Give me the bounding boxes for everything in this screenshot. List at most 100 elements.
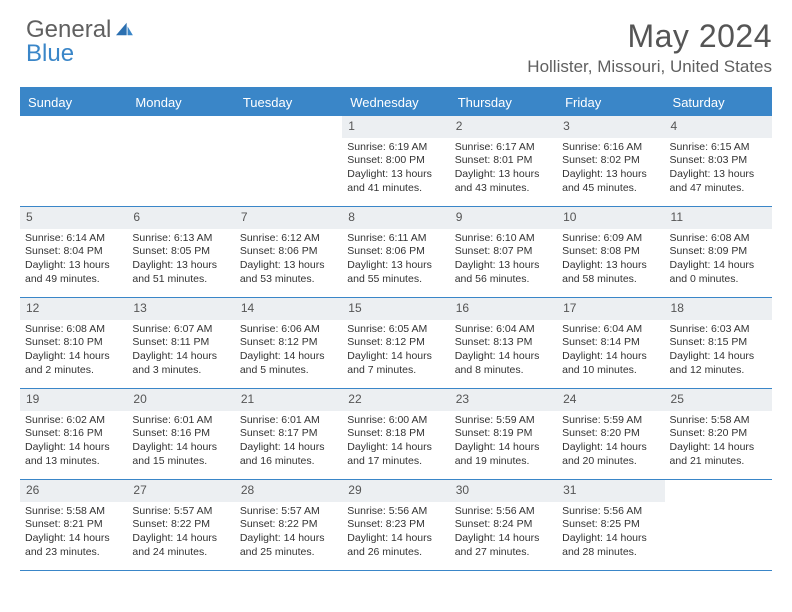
day-cell: 28 Sunrise: 5:57 AMSunset: 8:22 PMDayligh…: [235, 480, 342, 570]
day-details: Sunrise: 6:12 AMSunset: 8:06 PMDaylight:…: [235, 232, 342, 291]
day-details: Sunrise: 6:09 AMSunset: 8:08 PMDaylight:…: [557, 232, 664, 291]
date-number: 10: [557, 207, 664, 229]
date-number: [665, 480, 772, 502]
sunset-line: Sunset: 8:19 PM: [455, 427, 552, 441]
daylight-line: Daylight: 13 hours and 43 minutes.: [455, 168, 552, 195]
daylight-line: Daylight: 13 hours and 47 minutes.: [670, 168, 767, 195]
day-details: Sunrise: 5:57 AMSunset: 8:22 PMDaylight:…: [127, 505, 234, 564]
day-cell: 25Sunrise: 5:58 AMSunset: 8:20 PMDayligh…: [665, 389, 772, 479]
daylight-line: Daylight: 14 hours and 13 minutes.: [25, 441, 122, 468]
date-number: 9: [450, 207, 557, 229]
day-details: Sunrise: 6:11 AMSunset: 8:06 PMDaylight:…: [342, 232, 449, 291]
week-row: 1Sunrise: 6:19 AMSunset: 8:00 PMDaylight…: [20, 116, 772, 207]
day-header: Tuesday: [235, 89, 342, 116]
sunrise-line: Sunrise: 5:56 AM: [455, 505, 552, 519]
sunset-line: Sunset: 8:10 PM: [25, 336, 122, 350]
day-cell: 27Sunrise: 5:57 AMSunset: 8:22 PMDayligh…: [127, 480, 234, 570]
date-number: 8: [342, 207, 449, 229]
day-cell: 15Sunrise: 6:05 AMSunset: 8:12 PMDayligh…: [342, 298, 449, 388]
date-number: 16: [450, 298, 557, 320]
sunrise-line: Sunrise: 6:01 AM: [240, 414, 337, 428]
date-number: 6: [127, 207, 234, 229]
daylight-line: Daylight: 13 hours and 49 minutes.: [25, 259, 122, 286]
date-number: 19: [20, 389, 127, 411]
sunset-line: Sunset: 8:07 PM: [455, 245, 552, 259]
day-details: Sunrise: 5:58 AMSunset: 8:21 PMDaylight:…: [20, 505, 127, 564]
day-details: Sunrise: 6:06 AMSunset: 8:12 PMDaylight:…: [235, 323, 342, 382]
day-cell: [20, 116, 127, 206]
day-cell: 14 Sunrise: 6:06 AMSunset: 8:12 PMDayligh…: [235, 298, 342, 388]
day-header: Thursday: [450, 89, 557, 116]
day-details: Sunrise: 5:57 AMSunset: 8:22 PMDaylight:…: [235, 505, 342, 564]
daylight-line: Daylight: 14 hours and 3 minutes.: [132, 350, 229, 377]
day-details: Sunrise: 6:15 AMSunset: 8:03 PMDaylight:…: [665, 141, 772, 200]
sunrise-line: Sunrise: 6:03 AM: [670, 323, 767, 337]
sunrise-line: Sunrise: 6:09 AM: [562, 232, 659, 246]
daylight-line: Daylight: 14 hours and 10 minutes.: [562, 350, 659, 377]
sunset-line: Sunset: 8:11 PM: [132, 336, 229, 350]
date-number: 18: [665, 298, 772, 320]
date-number: 22: [342, 389, 449, 411]
day-details: Sunrise: 5:56 AMSunset: 8:25 PMDaylight:…: [557, 505, 664, 564]
day-cell: 16 Sunrise: 6:04 AMSunset: 8:13 PMDayligh…: [450, 298, 557, 388]
sunset-line: Sunset: 8:16 PM: [132, 427, 229, 441]
daylight-line: Daylight: 14 hours and 24 minutes.: [132, 532, 229, 559]
date-number: 3: [557, 116, 664, 138]
date-number: 30: [450, 480, 557, 502]
day-details: Sunrise: 6:05 AMSunset: 8:12 PMDaylight:…: [342, 323, 449, 382]
date-number: [127, 116, 234, 138]
sunrise-line: Sunrise: 6:17 AM: [455, 141, 552, 155]
calendar: SundayMondayTuesdayWednesdayThursdayFrid…: [20, 87, 772, 571]
sunrise-line: Sunrise: 6:05 AM: [347, 323, 444, 337]
sunset-line: Sunset: 8:05 PM: [132, 245, 229, 259]
day-cell: 30Sunrise: 5:56 AMSunset: 8:24 PMDayligh…: [450, 480, 557, 570]
day-details: Sunrise: 6:16 AMSunset: 8:02 PMDaylight:…: [557, 141, 664, 200]
sunset-line: Sunset: 8:23 PM: [347, 518, 444, 532]
month-title: May 2024: [527, 18, 772, 55]
day-cell: 3 Sunrise: 6:16 AMSunset: 8:02 PMDaylight…: [557, 116, 664, 206]
sunrise-line: Sunrise: 6:11 AM: [347, 232, 444, 246]
sunrise-line: Sunrise: 6:14 AM: [25, 232, 122, 246]
date-number: 14: [235, 298, 342, 320]
daylight-line: Daylight: 13 hours and 41 minutes.: [347, 168, 444, 195]
sunrise-line: Sunrise: 5:58 AM: [25, 505, 122, 519]
sunrise-line: Sunrise: 6:02 AM: [25, 414, 122, 428]
sunrise-line: Sunrise: 6:10 AM: [455, 232, 552, 246]
date-number: 28: [235, 480, 342, 502]
day-cell: 26Sunrise: 5:58 AMSunset: 8:21 PMDayligh…: [20, 480, 127, 570]
day-details: Sunrise: 6:08 AMSunset: 8:09 PMDaylight:…: [665, 232, 772, 291]
day-cell: 2Sunrise: 6:17 AMSunset: 8:01 PMDaylight…: [450, 116, 557, 206]
date-number: 29: [342, 480, 449, 502]
day-details: Sunrise: 6:10 AMSunset: 8:07 PMDaylight:…: [450, 232, 557, 291]
daylight-line: Daylight: 14 hours and 27 minutes.: [455, 532, 552, 559]
day-header: Friday: [557, 89, 664, 116]
daylight-line: Daylight: 14 hours and 21 minutes.: [670, 441, 767, 468]
day-details: Sunrise: 6:04 AMSunset: 8:13 PMDaylight:…: [450, 323, 557, 382]
day-cell: [665, 480, 772, 570]
sunset-line: Sunset: 8:14 PM: [562, 336, 659, 350]
day-details: Sunrise: 5:59 AMSunset: 8:19 PMDaylight:…: [450, 414, 557, 473]
daylight-line: Daylight: 14 hours and 7 minutes.: [347, 350, 444, 377]
date-number: 7: [235, 207, 342, 229]
sunset-line: Sunset: 8:08 PM: [562, 245, 659, 259]
week-row: 5Sunrise: 6:14 AMSunset: 8:04 PMDaylight…: [20, 207, 772, 298]
daylight-line: Daylight: 14 hours and 17 minutes.: [347, 441, 444, 468]
date-number: 2: [450, 116, 557, 138]
date-number: 4: [665, 116, 772, 138]
logo-text-1: General: [26, 18, 111, 42]
sunrise-line: Sunrise: 5:57 AM: [240, 505, 337, 519]
daylight-line: Daylight: 13 hours and 53 minutes.: [240, 259, 337, 286]
day-header: Saturday: [665, 89, 772, 116]
sunrise-line: Sunrise: 5:57 AM: [132, 505, 229, 519]
sunset-line: Sunset: 8:22 PM: [240, 518, 337, 532]
daylight-line: Daylight: 14 hours and 28 minutes.: [562, 532, 659, 559]
daylight-line: Daylight: 13 hours and 51 minutes.: [132, 259, 229, 286]
sunset-line: Sunset: 8:13 PM: [455, 336, 552, 350]
sunrise-line: Sunrise: 6:04 AM: [455, 323, 552, 337]
day-header: Sunday: [20, 89, 127, 116]
day-details: Sunrise: 5:58 AMSunset: 8:20 PMDaylight:…: [665, 414, 772, 473]
day-details: Sunrise: 6:03 AMSunset: 8:15 PMDaylight:…: [665, 323, 772, 382]
daylight-line: Daylight: 14 hours and 20 minutes.: [562, 441, 659, 468]
day-cell: 12Sunrise: 6:08 AMSunset: 8:10 PMDayligh…: [20, 298, 127, 388]
daylight-line: Daylight: 13 hours and 55 minutes.: [347, 259, 444, 286]
